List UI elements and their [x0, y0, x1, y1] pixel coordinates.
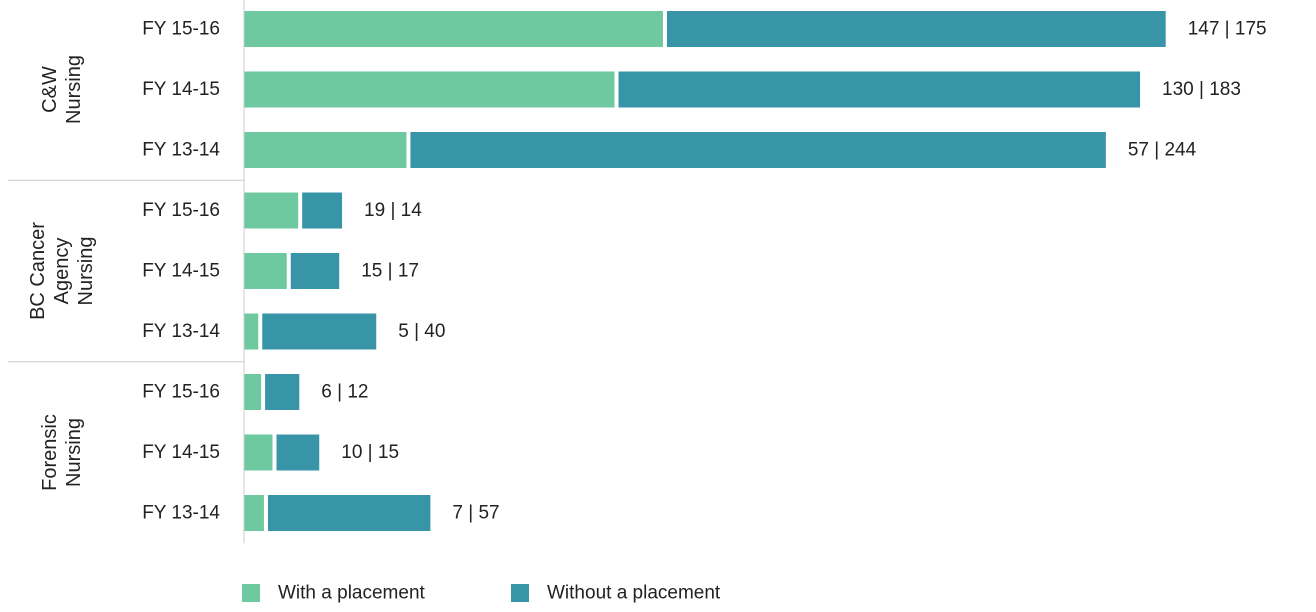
value-data-label: 57 | 244: [1128, 140, 1197, 161]
legend-label-without: Without a placement: [547, 583, 721, 604]
group-label-line: Nursing: [63, 55, 85, 124]
category-label: FY 13-14: [142, 140, 220, 161]
category-label: FY 14-15: [142, 261, 220, 282]
value-data-label: 7 | 57: [452, 503, 499, 524]
bar-with-placement: [244, 495, 264, 531]
category-label: FY 15-16: [142, 19, 220, 40]
bar-without-placement: [410, 132, 1106, 168]
bar-without-placement: [262, 313, 377, 350]
group-label-line: C&W: [39, 66, 61, 113]
value-data-label: 5 | 40: [398, 321, 445, 342]
category-label: FY 14-15: [142, 79, 220, 100]
bar-with-placement: [244, 192, 299, 229]
group-label-line: Forensic: [39, 414, 61, 491]
bar-with-placement: [244, 253, 287, 289]
value-data-label: 6 | 12: [321, 382, 368, 403]
bar-with-placement: [244, 434, 273, 471]
bar-with-placement: [244, 71, 615, 108]
group-label: Forensic Nursing: [39, 414, 85, 491]
group-label-line: Agency: [51, 238, 73, 305]
group-label-line: Nursing: [63, 418, 85, 487]
bar-without-placement: [290, 253, 340, 289]
bar-without-placement: [302, 192, 343, 229]
legend-label-with: With a placement: [278, 583, 426, 604]
bar-without-placement: [267, 495, 431, 531]
category-label: FY 13-14: [142, 503, 220, 524]
category-label: FY 14-15: [142, 442, 220, 463]
bar-with-placement: [244, 313, 259, 350]
group-label-line: Nursing: [75, 237, 97, 306]
bar-without-placement: [265, 374, 300, 410]
category-label: FY 15-16: [142, 382, 220, 403]
bar-with-placement: [244, 374, 262, 410]
group-label-line: BC Cancer: [27, 222, 49, 320]
legend-swatch-without: [511, 584, 529, 602]
group-label: BC Cancer Agency Nursing: [27, 222, 97, 320]
value-data-label: 130 | 183: [1162, 79, 1241, 100]
value-data-label: 147 | 175: [1188, 19, 1267, 40]
bar-without-placement: [276, 434, 320, 471]
bar-with-placement: [244, 132, 407, 168]
value-data-label: 19 | 14: [364, 200, 422, 221]
group-label: C&W Nursing: [39, 55, 85, 124]
category-label: FY 13-14: [142, 321, 220, 342]
legend-swatch-with: [242, 584, 260, 602]
category-label: FY 15-16: [142, 200, 220, 221]
bar-without-placement: [666, 11, 1166, 47]
bar-with-placement: [244, 11, 663, 47]
bar-without-placement: [618, 71, 1141, 108]
value-data-label: 15 | 17: [361, 261, 419, 282]
value-data-label: 10 | 15: [341, 442, 399, 463]
